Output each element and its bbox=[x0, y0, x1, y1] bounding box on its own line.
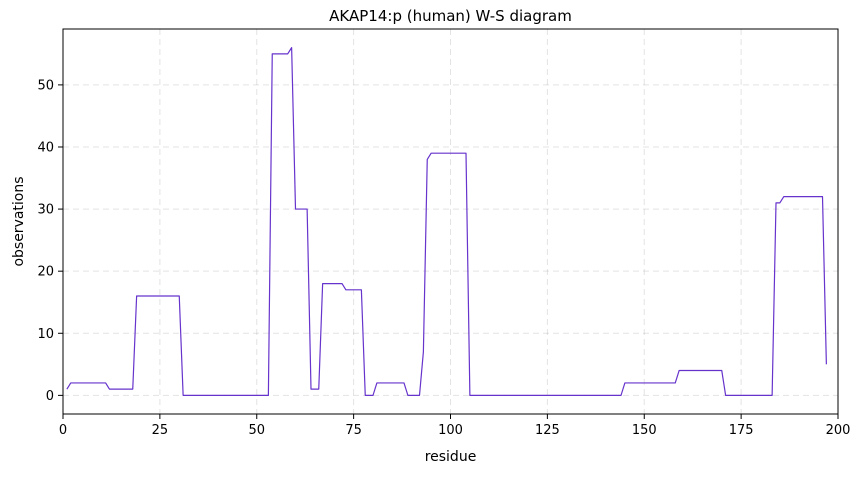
x-tick-label: 125 bbox=[535, 423, 560, 438]
x-tick-label: 0 bbox=[59, 423, 67, 438]
y-axis-label: observations bbox=[11, 176, 27, 266]
x-axis-label: residue bbox=[425, 449, 477, 465]
x-tick-label: 150 bbox=[632, 423, 657, 438]
x-tick-label: 100 bbox=[438, 423, 463, 438]
y-tick-label: 50 bbox=[37, 78, 54, 93]
x-tick-label: 200 bbox=[826, 423, 851, 438]
x-tick-label: 25 bbox=[152, 423, 169, 438]
chart-title: AKAP14:p (human) W-S diagram bbox=[329, 7, 572, 25]
x-tick-label: 175 bbox=[729, 423, 754, 438]
x-tick-label: 75 bbox=[345, 423, 362, 438]
x-tick-label: 50 bbox=[248, 423, 265, 438]
y-tick-label: 10 bbox=[37, 327, 54, 342]
y-tick-label: 40 bbox=[37, 140, 54, 155]
series-line bbox=[66, 47, 827, 396]
x-axis-ticks: 0 25 50 75 100 125 150 175 200 bbox=[59, 414, 851, 438]
series-layer bbox=[66, 47, 827, 396]
y-tick-label: 30 bbox=[37, 203, 54, 218]
y-tick-label: 0 bbox=[46, 389, 54, 404]
y-axis-ticks: 0 10 20 30 40 50 bbox=[37, 78, 63, 404]
y-tick-label: 20 bbox=[37, 265, 54, 280]
grid bbox=[62, 29, 839, 414]
